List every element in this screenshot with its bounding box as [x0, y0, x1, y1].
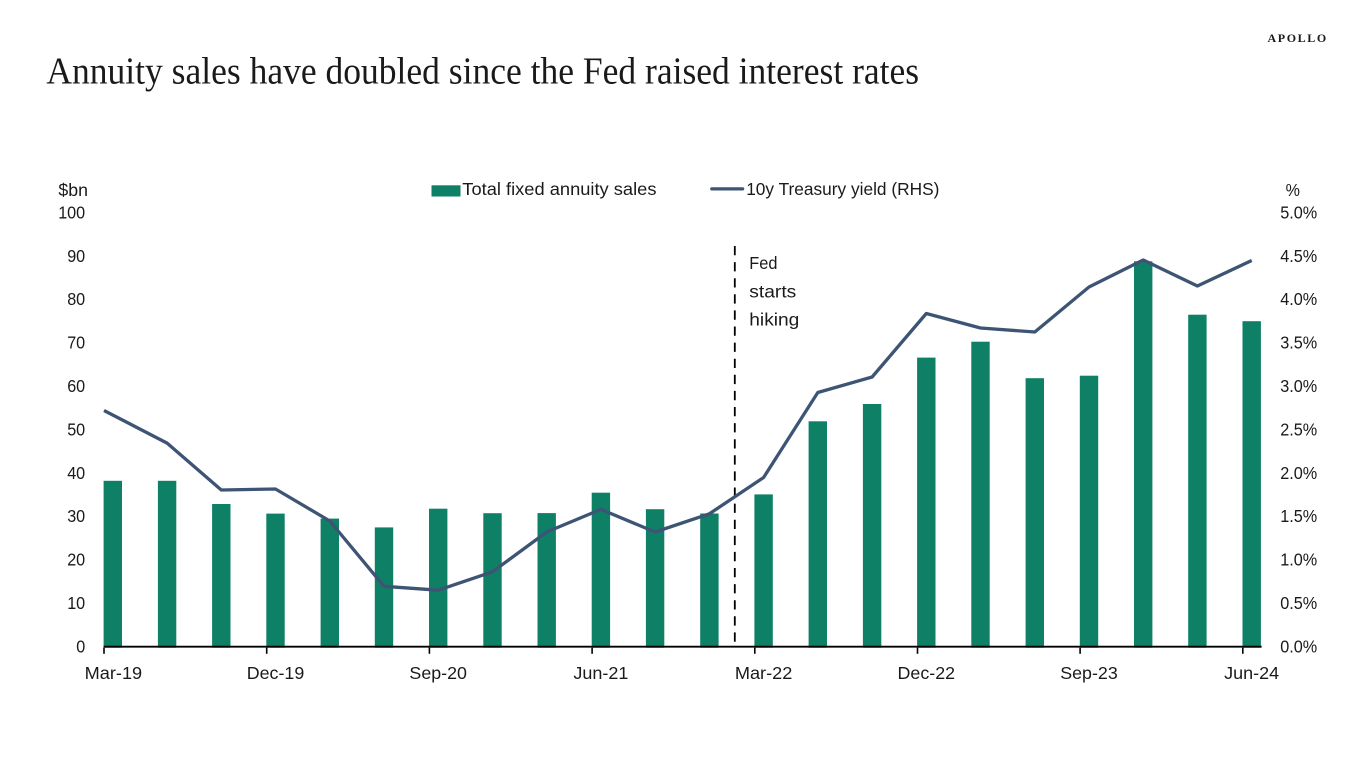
svg-text:20: 20 — [67, 550, 85, 570]
svg-text:1.5%: 1.5% — [1280, 506, 1317, 526]
svg-text:4.0%: 4.0% — [1280, 289, 1317, 309]
svg-text:starts: starts — [749, 282, 796, 302]
svg-text:Total fixed annuity sales: Total fixed annuity sales — [462, 179, 656, 199]
svg-text:Sep-23: Sep-23 — [1060, 663, 1118, 683]
svg-text:3.0%: 3.0% — [1280, 376, 1317, 396]
svg-text:APOLLO: APOLLO — [1268, 31, 1328, 45]
svg-text:Mar-22: Mar-22 — [735, 663, 793, 683]
svg-text:5.0%: 5.0% — [1280, 202, 1317, 222]
svg-text:100: 100 — [58, 202, 85, 222]
svg-text:2.5%: 2.5% — [1280, 419, 1317, 439]
svg-text:hiking: hiking — [749, 310, 799, 330]
svg-text:$bn: $bn — [58, 180, 88, 200]
svg-text:3.5%: 3.5% — [1280, 333, 1317, 353]
svg-text:0: 0 — [76, 636, 85, 656]
svg-text:30: 30 — [67, 506, 85, 526]
svg-text:Fed: Fed — [749, 253, 777, 273]
svg-text:80: 80 — [67, 289, 85, 309]
svg-text:Dec-22: Dec-22 — [898, 663, 956, 683]
svg-text:Sep-20: Sep-20 — [409, 663, 467, 683]
svg-text:0.0%: 0.0% — [1280, 636, 1317, 656]
svg-text:50: 50 — [67, 419, 85, 439]
svg-text:0.5%: 0.5% — [1280, 593, 1317, 613]
svg-text:4.5%: 4.5% — [1280, 246, 1317, 266]
svg-text:1.0%: 1.0% — [1280, 550, 1317, 570]
svg-text:40: 40 — [67, 463, 85, 483]
svg-text:10y Treasury yield (RHS): 10y Treasury yield (RHS) — [746, 179, 939, 199]
svg-text:60: 60 — [67, 376, 85, 396]
svg-text:90: 90 — [67, 246, 85, 266]
svg-text:Mar-19: Mar-19 — [85, 663, 143, 683]
svg-text:2.0%: 2.0% — [1280, 463, 1317, 483]
svg-text:70: 70 — [67, 333, 85, 353]
svg-text:Jun-21: Jun-21 — [573, 663, 628, 683]
svg-text:%: % — [1286, 180, 1300, 200]
svg-text:10: 10 — [67, 593, 85, 613]
svg-text:Annuity sales have doubled sin: Annuity sales have doubled since the Fed… — [46, 49, 919, 91]
svg-text:Dec-19: Dec-19 — [247, 663, 305, 683]
svg-text:Jun-24: Jun-24 — [1224, 663, 1279, 683]
